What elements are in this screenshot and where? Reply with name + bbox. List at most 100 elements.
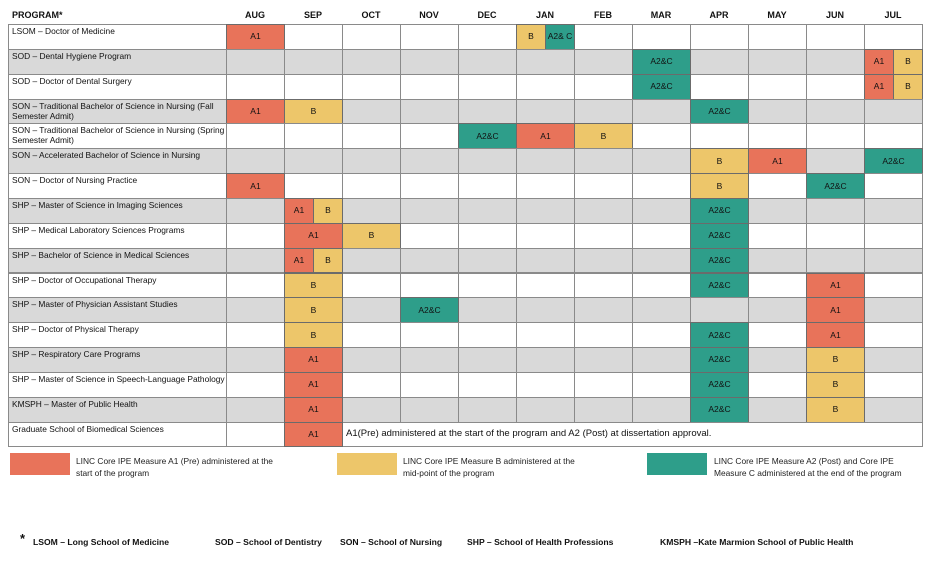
- month-cell: [632, 148, 691, 175]
- program-label: SHP – Master of Science in Speech-Langua…: [12, 373, 225, 384]
- month-cell: [574, 197, 633, 224]
- month-cell: [342, 197, 401, 224]
- month-cell: [342, 123, 401, 150]
- month-cell: [516, 73, 575, 100]
- measure-tag-b: B: [574, 123, 633, 150]
- measure-tag-a2c: A2&C: [400, 297, 459, 324]
- month-cell: [342, 396, 401, 423]
- measure-tag-a2c: A2&C: [690, 272, 749, 299]
- measure-tag-a2c: A2&C: [690, 371, 749, 398]
- program-label: SHP – Bachelor of Science in Medical Sci…: [12, 249, 190, 260]
- program-label-cell: [8, 148, 227, 175]
- month-cell: [748, 48, 807, 75]
- month-cell: [226, 73, 285, 100]
- month-cell: [632, 297, 691, 324]
- program-label: SON – Accelerated Bachelor of Science in…: [12, 150, 201, 161]
- measure-tag-a1: A1: [226, 24, 285, 50]
- month-cell: [226, 123, 285, 150]
- month-cell: [574, 148, 633, 175]
- month-cell: [864, 371, 923, 398]
- month-cell: [226, 247, 285, 274]
- month-cell: [458, 24, 517, 50]
- month-cell: [342, 173, 401, 199]
- month-cell: [458, 148, 517, 175]
- month-cell: [400, 322, 459, 349]
- month-cell: [400, 123, 459, 150]
- measure-tag-a2c: A2&C: [806, 173, 865, 199]
- month-cell: [748, 73, 807, 100]
- measure-tag-a2c: A2&C: [690, 197, 749, 224]
- month-cell: [400, 98, 459, 125]
- month-cell: [226, 272, 285, 299]
- month-cell: [806, 222, 865, 249]
- measure-tag-a1: A1: [806, 272, 865, 299]
- header-month: OCT: [361, 10, 381, 20]
- measure-tag-a1: A1: [806, 322, 865, 349]
- month-cell: [226, 148, 285, 175]
- measure-tag-a2c: A2&C: [632, 73, 691, 100]
- month-cell: [806, 98, 865, 125]
- month-cell: [284, 148, 343, 175]
- month-cell: [400, 24, 459, 50]
- program-label: LSOM – Doctor of Medicine: [12, 26, 115, 36]
- month-cell: [632, 272, 691, 299]
- month-cell: [632, 197, 691, 224]
- month-cell: [226, 421, 285, 448]
- month-cell: [458, 48, 517, 75]
- measure-tag-b: B: [284, 98, 343, 125]
- header-month: AUG: [245, 10, 265, 20]
- month-cell: [516, 297, 575, 324]
- month-cell: [574, 322, 633, 349]
- measure-tag-a2c: A2&C: [690, 396, 749, 423]
- program-label: SOD – Dental Hygiene Program: [12, 50, 132, 61]
- header-month: DEC: [477, 10, 497, 20]
- month-cell: [632, 24, 691, 50]
- measure-tag-b: B: [342, 222, 401, 249]
- month-cell: [400, 148, 459, 175]
- month-cell: [400, 197, 459, 224]
- month-cell: [574, 98, 633, 125]
- measure-tag-b: B: [313, 247, 343, 274]
- header-month: MAY: [767, 10, 787, 20]
- month-cell: [516, 48, 575, 75]
- header-month: MAR: [650, 10, 672, 20]
- month-cell: [864, 272, 923, 299]
- month-cell: [632, 98, 691, 125]
- month-cell: [458, 347, 517, 373]
- program-label-cell: [8, 73, 227, 100]
- month-cell: [458, 98, 517, 125]
- measure-tag-b: B: [690, 173, 749, 199]
- month-cell: [342, 297, 401, 324]
- month-cell: [806, 247, 865, 274]
- month-cell: [574, 73, 633, 100]
- month-cell: [516, 371, 575, 398]
- month-cell: [864, 197, 923, 224]
- month-cell: [632, 173, 691, 199]
- program-label: SON – Doctor of Nursing Practice: [12, 175, 138, 186]
- footnote-lsom: LSOM – Long School of Medicine: [33, 537, 170, 547]
- month-cell: [400, 347, 459, 373]
- program-label: SON – Traditional Bachelor of Science in…: [12, 125, 225, 146]
- month-cell: [284, 48, 343, 75]
- month-cell: [574, 48, 633, 75]
- month-cell: [342, 24, 401, 50]
- month-cell: [806, 123, 865, 150]
- month-cell: [458, 396, 517, 423]
- month-cell: [400, 222, 459, 249]
- measure-tag-a1: A1: [226, 173, 285, 199]
- program-label: SHP – Medical Laboratory Sciences Progra…: [12, 224, 185, 235]
- month-cell: [748, 98, 807, 125]
- month-cell: [400, 48, 459, 75]
- month-cell: [690, 24, 749, 50]
- month-cell: [342, 347, 401, 373]
- month-cell: [284, 173, 343, 199]
- month-cell: [458, 197, 517, 224]
- program-label-cell: [8, 421, 227, 448]
- month-cell: [574, 24, 633, 50]
- month-cell: [574, 297, 633, 324]
- program-label: Graduate School of Biomedical Sciences: [12, 423, 164, 434]
- month-cell: [342, 73, 401, 100]
- month-cell: [226, 322, 285, 349]
- legend-text-b: LINC Core IPE Measure B administered at …: [403, 456, 575, 478]
- footnote-shp: SHP – School of Health Professions: [467, 537, 614, 547]
